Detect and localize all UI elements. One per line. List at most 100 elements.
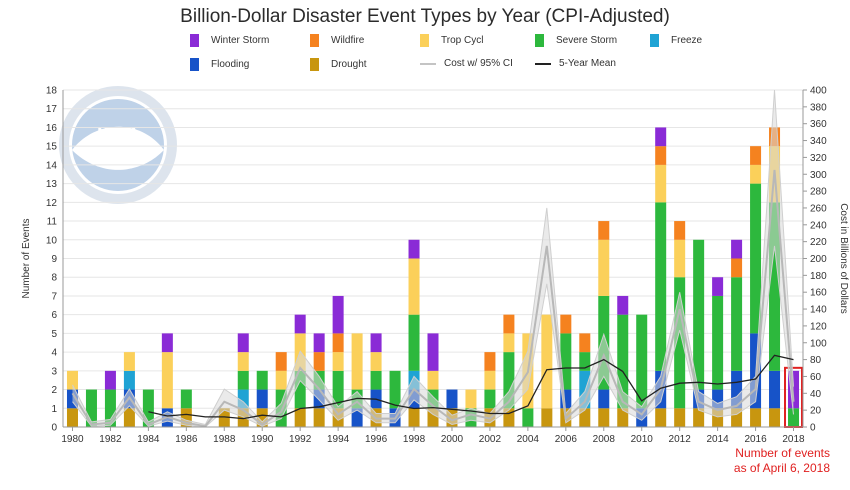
x-tick-label: 2012	[669, 434, 692, 445]
y2-axis-title: Cost in Billions of Dollars	[838, 203, 849, 314]
legend-swatch	[310, 58, 319, 71]
logo-text: NOAA	[97, 124, 138, 140]
bar-trop-cycl-1989	[237, 352, 249, 371]
y-tick-label: 6	[51, 310, 57, 321]
x-tick-label: 1990	[251, 434, 274, 445]
bar-trop-cycl-1998	[408, 258, 420, 315]
bar-drought-2011	[655, 408, 667, 427]
bar-trop-cycl-1994	[332, 352, 344, 371]
bar-drought-2015	[731, 408, 743, 427]
bar-flooding-1980	[66, 389, 78, 409]
x-tick-label: 2014	[706, 434, 729, 445]
bar-severe-storm-2015	[731, 277, 743, 371]
y-tick-label: 14	[46, 160, 58, 171]
bar-severe-storm-1981	[85, 389, 97, 427]
x-tick-label: 1996	[365, 434, 388, 445]
y2-tick-label: 40	[810, 389, 822, 400]
legend-swatch	[420, 34, 429, 47]
bar-winter-storm-1982	[104, 370, 116, 390]
bar-trop-cycl-2001	[465, 389, 477, 409]
bar-drought-2005	[541, 408, 553, 427]
bar-flooding-1990	[256, 389, 268, 409]
y-tick-label: 2	[51, 385, 57, 396]
noaa-logo: NOAA	[59, 86, 177, 204]
x-tick-label: 1980	[61, 434, 84, 445]
bar-drought-2008	[598, 408, 610, 427]
five-year-mean-line	[148, 354, 794, 420]
y2-tick-label: 220	[810, 237, 827, 248]
y-tick-label: 7	[51, 291, 57, 302]
legend-swatch	[420, 62, 436, 65]
x-tick-label: 1988	[213, 434, 236, 445]
bar-flooding-1995	[351, 408, 363, 427]
bar-severe-storm-2011	[655, 202, 667, 371]
bar-severe-storm-2006	[560, 333, 572, 390]
bar-winter-storm-1993	[313, 333, 325, 353]
legend-label: Flooding	[211, 59, 250, 70]
bar-trop-cycl-1991	[275, 370, 287, 390]
y2-tick-label: 140	[810, 305, 827, 316]
bar-drought-1990	[256, 408, 268, 427]
y2-tick-label: 360	[810, 119, 827, 130]
legend-label: Trop Cycl	[441, 35, 484, 46]
bar-wildfire-2011	[655, 146, 667, 165]
bar-wildfire-1993	[313, 352, 325, 371]
y-axis-title: Number of Events	[21, 218, 32, 298]
bar-severe-storm-2017	[769, 202, 781, 371]
y-tick-label: 11	[47, 217, 58, 228]
bar-drought-1986	[180, 408, 192, 427]
bar-drought-2016	[750, 408, 762, 427]
cost-ci-upper-line	[72, 89, 794, 426]
y-tick-label: 16	[46, 123, 58, 134]
legend-swatch	[190, 58, 199, 71]
x-tick-label: 1994	[327, 434, 350, 445]
bar-severe-storm-2007	[579, 352, 591, 371]
bar-drought-2009	[617, 408, 629, 427]
bar-wildfire-2007	[579, 333, 591, 353]
legend-item-trop-cycl: Trop Cycl	[420, 34, 483, 47]
bar-winter-storm-2018	[788, 370, 800, 409]
chart-legend: Winter Storm Wildfire Trop Cycl Severe Stor…	[190, 34, 750, 78]
bar-flooding-2000	[446, 389, 458, 409]
bar-drought-2014	[712, 408, 724, 427]
bar-severe-storm-2012	[674, 277, 686, 409]
bar-winter-storm-1992	[294, 314, 306, 334]
bar-severe-storm-2014	[712, 295, 724, 390]
x-tick-label: 1992	[289, 434, 312, 445]
bar-severe-storm-1996	[370, 370, 382, 390]
bar-wildfire-2015	[731, 258, 743, 278]
y2-tick-label: 120	[810, 321, 827, 332]
bar-trop-cycl-1995	[351, 333, 363, 390]
x-tick-label: 1986	[175, 434, 198, 445]
y2-tick-label: 340	[810, 136, 827, 147]
legend-label: Wildfire	[331, 35, 365, 46]
bar-severe-storm-1997	[389, 370, 401, 409]
y2-tick-label: 280	[810, 187, 827, 198]
bar-severe-storm-2004	[522, 408, 534, 427]
legend-item-5-year-mean: 5-Year Mean	[535, 58, 616, 69]
bar-winter-storm-1998	[408, 239, 420, 259]
bar-winter-storm-2014	[712, 277, 724, 296]
bar-severe-storm-2003	[503, 352, 515, 409]
bar-severe-storm-2010	[636, 314, 648, 409]
legend-swatch	[535, 62, 551, 65]
legend-item-severe-storm: Severe Storm	[535, 34, 617, 47]
bar-severe-storm-2009	[617, 314, 629, 409]
bar-trop-cycl-2003	[503, 333, 515, 353]
x-tick-label: 1998	[403, 434, 426, 445]
y-tick-label: 3	[51, 366, 57, 377]
y-tick-label: 18	[46, 86, 58, 97]
x-tick-label: 2010	[631, 434, 654, 445]
chart-title: Billion-Dollar Disaster Event Types by Y…	[180, 6, 670, 27]
y-tick-label: 4	[51, 348, 57, 359]
bar-winter-storm-1999	[427, 333, 439, 371]
legend-item-cost-w-95-ci: Cost w/ 95% CI	[420, 58, 513, 69]
y2-tick-label: 100	[810, 338, 827, 349]
bar-drought-1989	[237, 408, 249, 427]
bar-drought-1993	[313, 408, 325, 427]
y-tick-label: 17	[46, 104, 58, 115]
bar-wildfire-2008	[598, 221, 610, 240]
bar-severe-storm-1990	[256, 370, 268, 390]
y-tick-label: 15	[46, 142, 58, 153]
x-tick-label: 2000	[441, 434, 464, 445]
